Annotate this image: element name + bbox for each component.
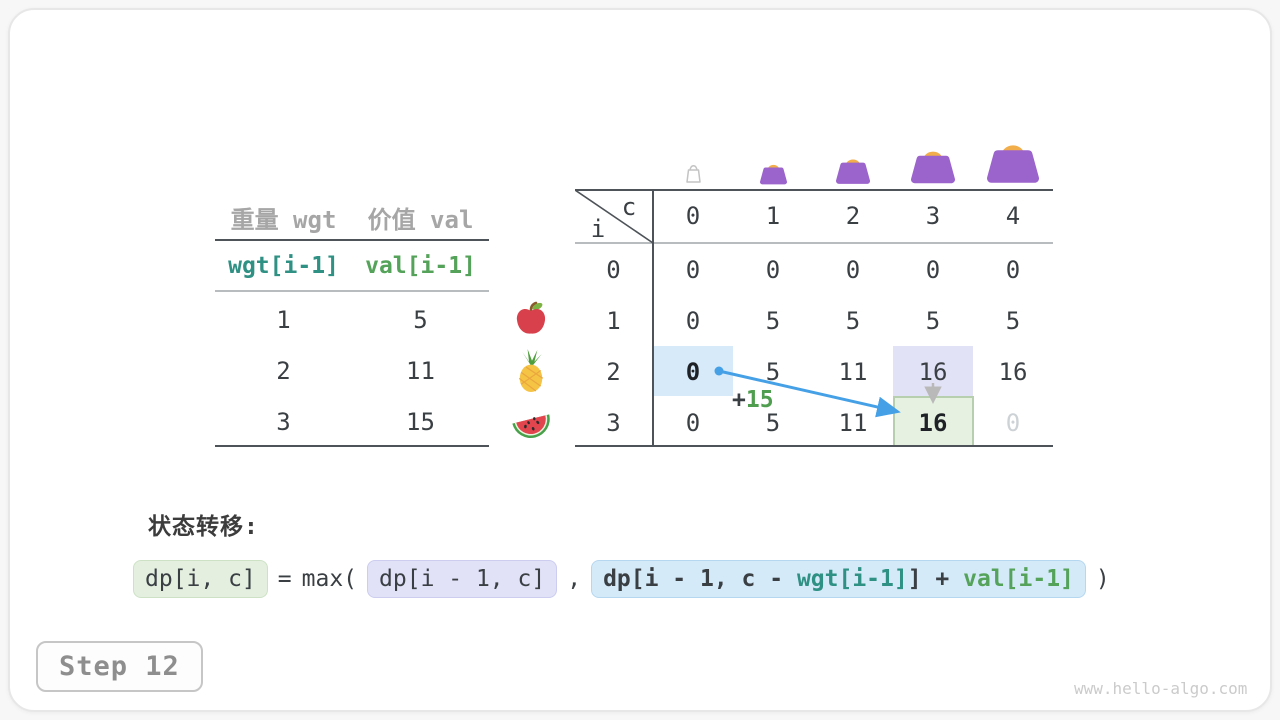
apple-icon bbox=[513, 300, 549, 336]
dp-cell-3-2: 11 bbox=[838, 408, 868, 437]
dp-table-header-rule bbox=[575, 242, 1053, 244]
formula-current-cell: dp[i, c] bbox=[133, 560, 268, 598]
dp-col-header-3: 3 bbox=[925, 202, 941, 230]
bag-xlarge-icon bbox=[987, 134, 1039, 186]
dp-cell-2-3: 16 bbox=[918, 357, 948, 386]
dp-col-header-0: 0 bbox=[685, 202, 701, 230]
dp-cell-3-3: 16 bbox=[918, 408, 948, 437]
item-row-2-value: 11 bbox=[406, 357, 435, 385]
value-gain-annotation: +15 bbox=[732, 387, 774, 413]
formula-arg-take-item: dp[i - 1, c - wgt[i-1]] + val[i-1] bbox=[591, 560, 1086, 598]
watermelon-icon bbox=[508, 404, 554, 440]
state-transition-heading: 状态转移: bbox=[148, 514, 259, 540]
watermark: www.hello-algo.com bbox=[1074, 679, 1248, 698]
bag-large-icon bbox=[911, 142, 955, 186]
dp-table-corner-diagonal bbox=[575, 190, 654, 244]
dp-cell-1-4: 5 bbox=[1005, 306, 1021, 335]
dp-table-top-rule bbox=[575, 189, 1053, 191]
formula-arg2-mid: ] + bbox=[907, 566, 964, 592]
dp-cell-2-0: 0 bbox=[685, 357, 701, 386]
plus-sign: + bbox=[732, 387, 746, 413]
items-table-header-weight: 重量 wgt bbox=[230, 205, 337, 234]
state-transition-formula: dp[i, c] = max( dp[i - 1, c] , dp[i - 1,… bbox=[133, 560, 1110, 598]
item-row-3-weight: 3 bbox=[276, 408, 291, 436]
dp-cell-2-4: 16 bbox=[998, 357, 1028, 386]
item-row-1-weight: 1 bbox=[276, 306, 291, 334]
formula-equals: = bbox=[277, 566, 292, 592]
dp-corner-row-label: i bbox=[590, 215, 606, 243]
dp-row-header-0: 0 bbox=[606, 255, 621, 284]
formula-comma: , bbox=[567, 566, 582, 592]
dp-col-header-1: 1 bbox=[765, 202, 781, 230]
dp-table-vertical-rule bbox=[652, 189, 654, 447]
formula-arg2-prefix: dp[i - 1, c - bbox=[603, 566, 797, 592]
dp-cell-0-0: 0 bbox=[685, 255, 701, 284]
formula-close-paren: ) bbox=[1095, 566, 1110, 592]
formula-max-open: max( bbox=[301, 566, 358, 592]
dp-col-header-2: 2 bbox=[845, 202, 861, 230]
dp-corner-col-label: c bbox=[621, 193, 637, 221]
items-table-subheader-val: val[i-1] bbox=[365, 253, 476, 279]
dp-cell-0-1: 0 bbox=[765, 255, 781, 284]
items-table-top-rule bbox=[215, 239, 489, 241]
items-table-header-value: 价值 val bbox=[367, 205, 474, 234]
items-table-bottom-rule bbox=[215, 445, 489, 447]
gain-value: 15 bbox=[745, 387, 774, 413]
dp-row-header-3: 3 bbox=[606, 408, 621, 437]
bag-outline-icon bbox=[685, 160, 702, 185]
dp-cell-0-2: 0 bbox=[845, 255, 861, 284]
dp-col-header-4: 4 bbox=[1005, 202, 1021, 230]
dp-cell-3-4: 0 bbox=[1005, 408, 1021, 437]
bag-small-icon bbox=[760, 159, 787, 186]
dp-cell-1-0: 0 bbox=[685, 306, 701, 335]
formula-arg2-val: val[i-1] bbox=[963, 566, 1074, 592]
step-badge: Step 12 bbox=[36, 641, 203, 692]
dp-cell-0-3: 0 bbox=[925, 255, 941, 284]
bag-medium-icon bbox=[836, 152, 870, 186]
dp-cell-0-4: 0 bbox=[1005, 255, 1021, 284]
item-row-3-value: 15 bbox=[406, 408, 435, 436]
items-table-subheader-wgt: wgt[i-1] bbox=[228, 253, 339, 279]
formula-arg-skip-item: dp[i - 1, c] bbox=[367, 560, 558, 598]
dp-cell-3-0: 0 bbox=[685, 408, 701, 437]
dp-cell-1-2: 5 bbox=[845, 306, 861, 335]
item-row-2-weight: 2 bbox=[276, 357, 291, 385]
dp-row-header-1: 1 bbox=[606, 306, 621, 335]
formula-arg2-wgt: wgt[i-1] bbox=[796, 566, 908, 592]
dp-cell-1-1: 5 bbox=[765, 306, 781, 335]
item-row-1-value: 5 bbox=[413, 306, 428, 334]
dp-row-header-2: 2 bbox=[606, 357, 621, 386]
items-table-mid-rule bbox=[215, 290, 489, 292]
dp-cell-3-1: 5 bbox=[765, 408, 781, 437]
pineapple-icon bbox=[512, 348, 550, 393]
dp-table-bottom-rule bbox=[575, 445, 1053, 447]
dp-cell-2-2: 11 bbox=[838, 357, 868, 386]
dp-cell-1-3: 5 bbox=[925, 306, 941, 335]
